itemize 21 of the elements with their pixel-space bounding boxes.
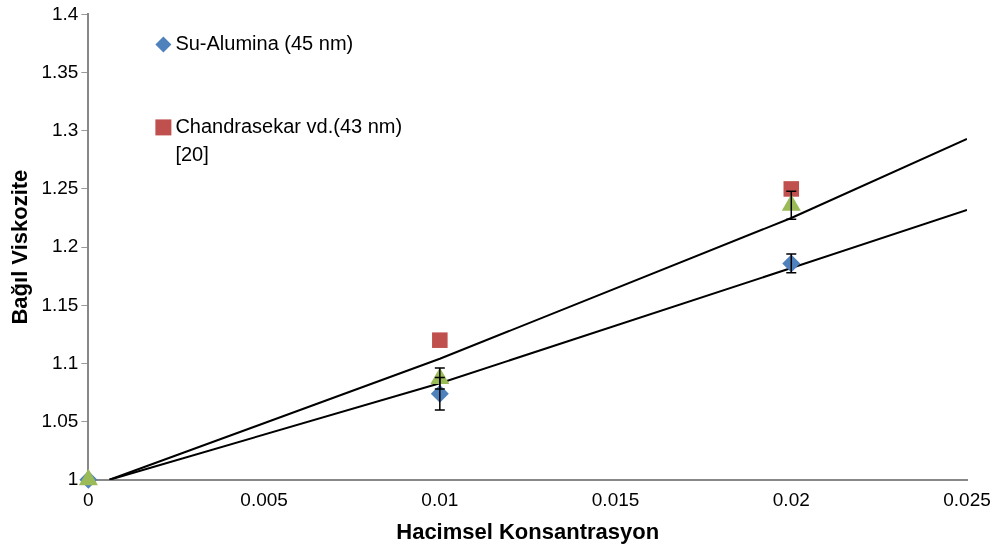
x-tick-label: 0.025 — [943, 489, 991, 511]
y-tick-label: 1.3 — [51, 118, 79, 140]
x-tick-label: 0 — [83, 489, 94, 511]
x-tick-label: 0.01 — [421, 489, 459, 511]
y-tick-label: 1.2 — [51, 235, 79, 257]
legend-label: Su-Alumina (45 nm) — [175, 31, 354, 54]
y-axis-title: Bağıl Viskozite — [7, 169, 33, 325]
y-tick-label: 1.1 — [51, 351, 79, 373]
point — [432, 332, 448, 348]
x-axis-title: Hacimsel Konsantrasyon — [396, 518, 660, 544]
point — [783, 181, 800, 197]
y-tick-label: 1.4 — [51, 2, 79, 24]
y-tick-label: 1.35 — [41, 60, 79, 82]
legend-label: Chandrasekar vd.(43 nm) [20] — [175, 114, 403, 165]
x-tick-label: 0.005 — [240, 489, 288, 511]
y-tick-label: 1 — [67, 468, 79, 490]
y-tick-label: 1.15 — [41, 293, 79, 315]
x-tick-label: 0.015 — [591, 489, 640, 511]
x-tick-label: 0.02 — [772, 489, 810, 511]
y-tick-label: 1.05 — [41, 409, 79, 431]
y-tick-label: 1.25 — [41, 177, 79, 199]
